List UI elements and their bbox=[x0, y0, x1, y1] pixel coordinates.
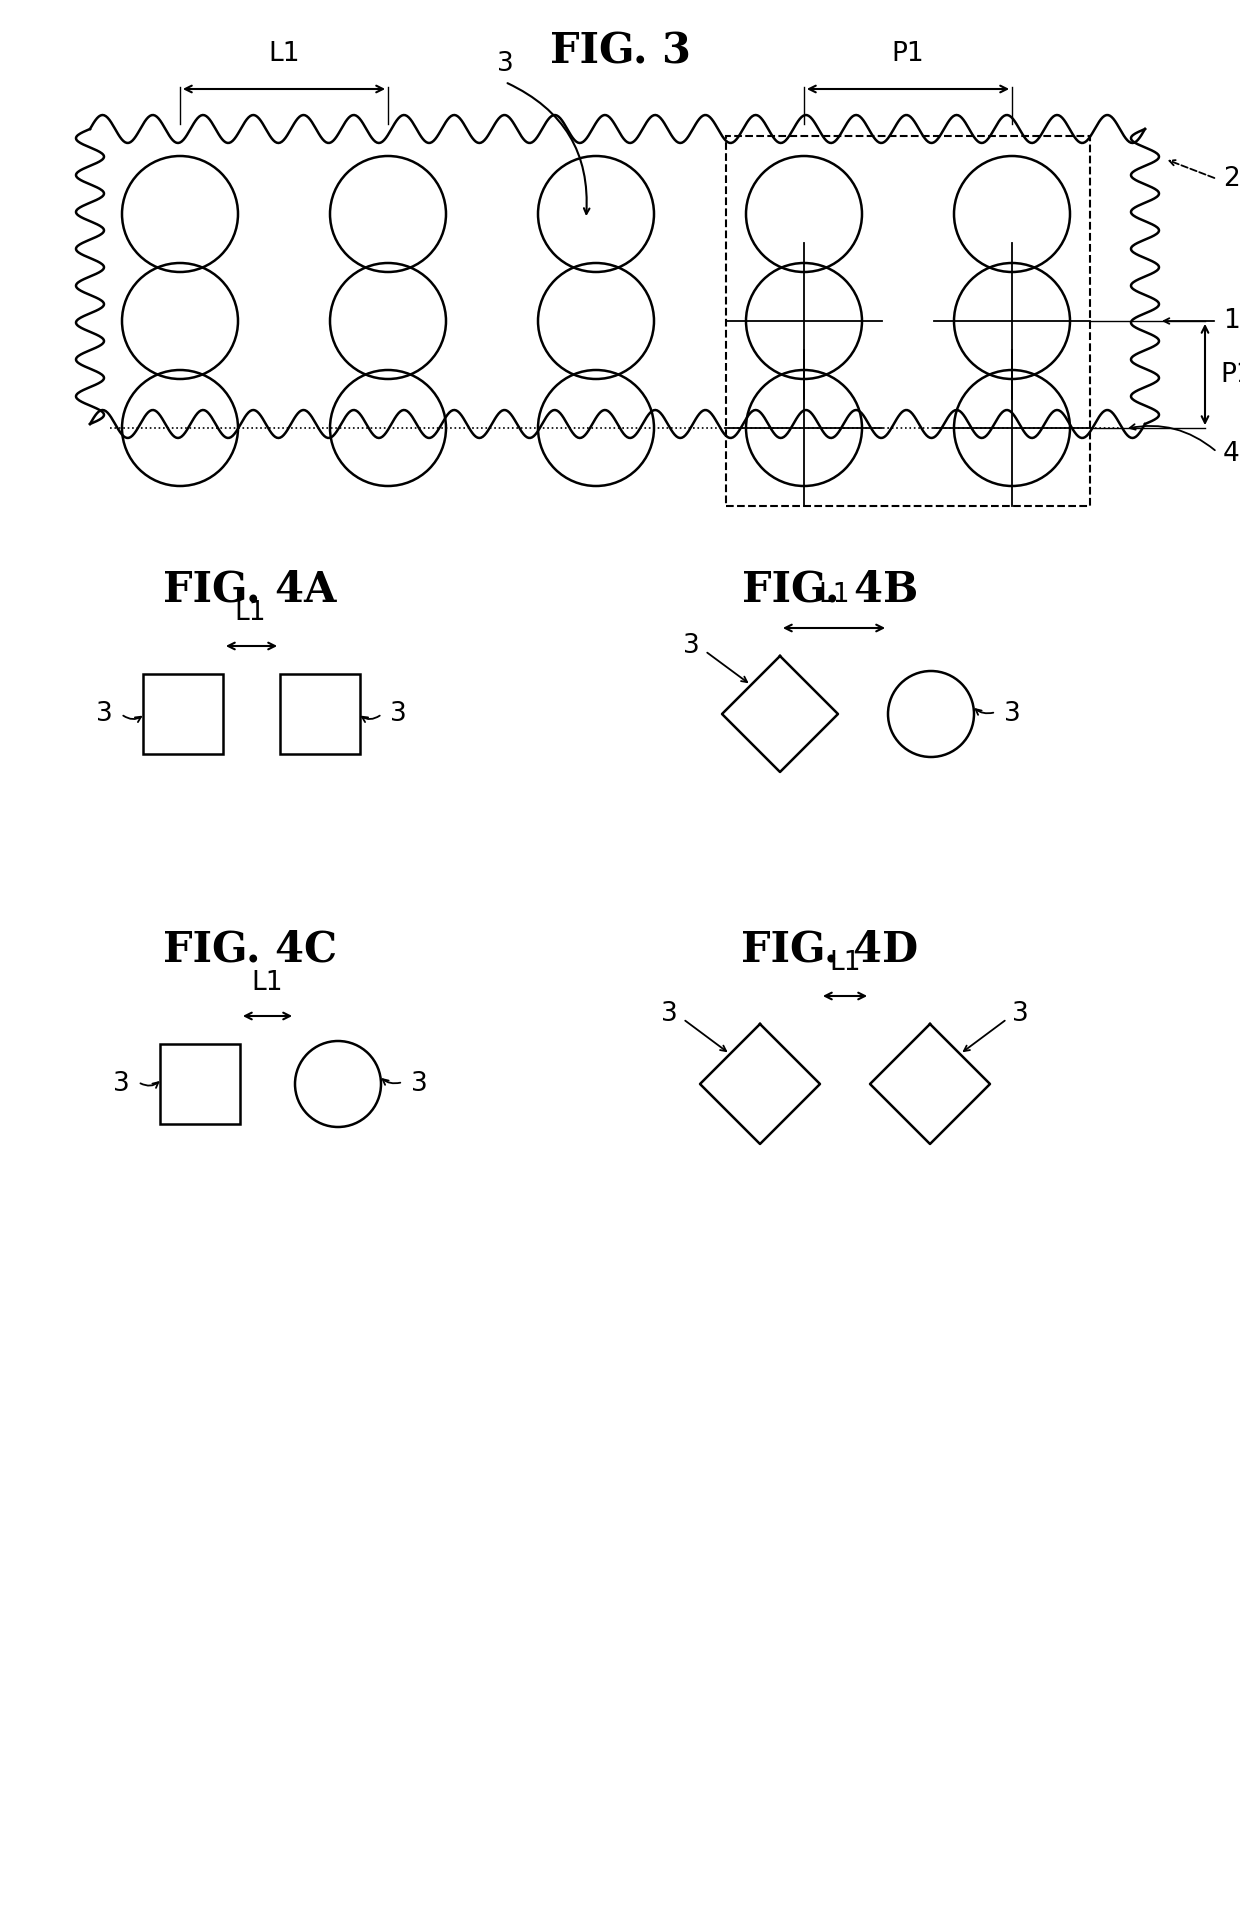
Text: 3: 3 bbox=[391, 700, 407, 727]
Text: L1: L1 bbox=[830, 949, 861, 976]
Text: 2: 2 bbox=[1223, 166, 1240, 193]
Text: FIG. 3: FIG. 3 bbox=[549, 31, 691, 71]
Text: 3: 3 bbox=[661, 1001, 678, 1026]
Text: 3: 3 bbox=[410, 1071, 428, 1098]
Bar bbox=[280, 673, 360, 754]
Bar bbox=[160, 1044, 241, 1125]
Bar bbox=[725, 137, 1090, 505]
Text: L1: L1 bbox=[252, 970, 283, 995]
Text: 3: 3 bbox=[683, 633, 701, 660]
Text: 3: 3 bbox=[1012, 1001, 1029, 1026]
Text: L1: L1 bbox=[268, 41, 300, 68]
Bar bbox=[143, 673, 223, 754]
Text: FIG. 4A: FIG. 4A bbox=[164, 567, 337, 610]
Text: 3: 3 bbox=[97, 700, 113, 727]
Text: FIG. 4B: FIG. 4B bbox=[742, 567, 918, 610]
Text: FIG. 4C: FIG. 4C bbox=[162, 928, 337, 970]
Text: P1: P1 bbox=[1220, 361, 1240, 388]
Text: 3: 3 bbox=[113, 1071, 130, 1098]
Text: L1: L1 bbox=[818, 583, 849, 608]
Text: 3: 3 bbox=[1004, 700, 1021, 727]
Text: 4: 4 bbox=[1223, 442, 1240, 467]
Text: 3: 3 bbox=[497, 50, 513, 77]
Text: 1: 1 bbox=[1223, 309, 1240, 334]
Text: L1: L1 bbox=[234, 600, 265, 627]
Text: FIG. 4D: FIG. 4D bbox=[742, 928, 919, 970]
Text: P1: P1 bbox=[892, 41, 924, 68]
